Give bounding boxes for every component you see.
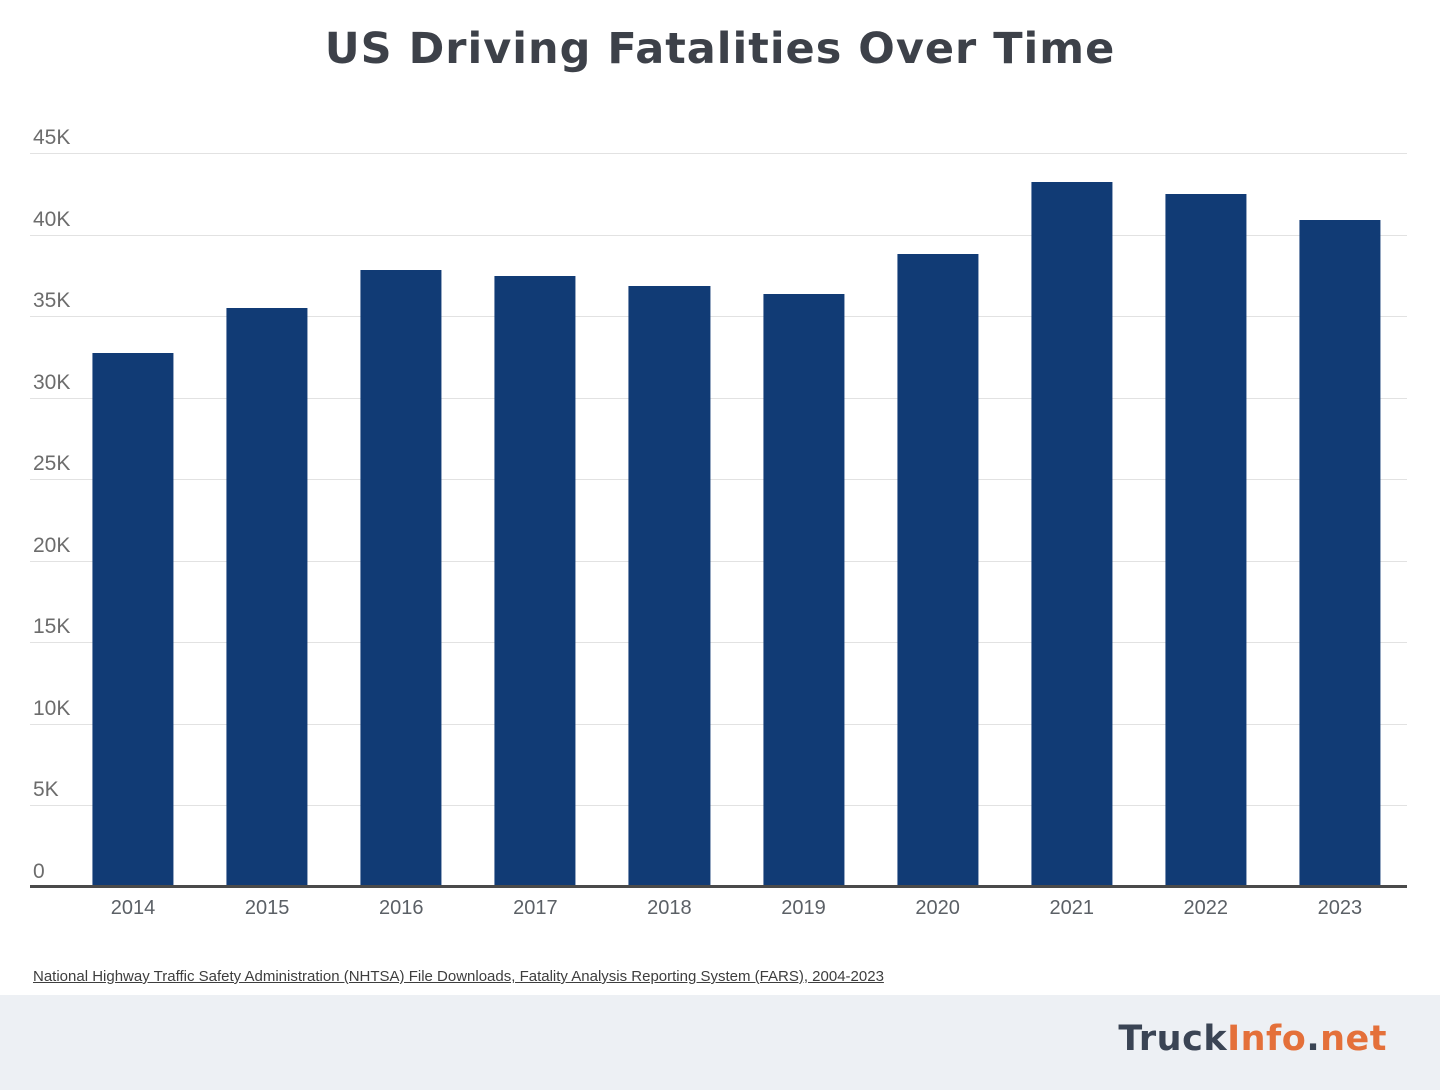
- y-tick-label: 35K: [33, 289, 71, 313]
- x-tick-label: 2019: [781, 897, 826, 919]
- footer-bar: TruckInfo.net: [0, 995, 1440, 1090]
- bar-2020: [897, 253, 979, 887]
- x-tick-label: 2016: [378, 897, 424, 919]
- x-tick-label: 2020: [915, 897, 960, 919]
- bar-slot-2015: [200, 153, 334, 887]
- logo-text-truck: Truck: [1118, 1019, 1228, 1059]
- bar-2015: [226, 308, 308, 887]
- gridline: [30, 479, 1407, 481]
- x-axis-labels: 2014 2015 2016 2017 2018 2019 2020 2021 2022 2023: [66, 897, 1407, 920]
- bar-2017: [494, 275, 576, 887]
- bar-slot-2019: [736, 153, 870, 887]
- y-tick-label: 45K: [33, 126, 71, 149]
- bar-slot-2022: [1139, 153, 1273, 887]
- bar-2023: [1299, 219, 1381, 887]
- bar-slot-2018: [602, 153, 736, 887]
- bar-2016: [360, 270, 442, 887]
- gridline: [30, 153, 1407, 154]
- bar-2022: [1165, 193, 1247, 887]
- x-axis-line: [30, 885, 1407, 888]
- y-tick-label: 30K: [33, 370, 71, 394]
- bars-container: [66, 153, 1407, 887]
- truckinfo-logo[interactable]: TruckInfo.net: [1118, 1019, 1387, 1059]
- y-tick-label: 20K: [33, 533, 71, 557]
- y-tick-label: 25K: [33, 452, 71, 476]
- gridline: [30, 560, 1407, 562]
- y-tick-label: 5K: [33, 778, 59, 802]
- bar-slot-2017: [468, 153, 602, 887]
- chart-title: US Driving Fatalities Over Time: [324, 24, 1116, 74]
- gridline: [30, 397, 1407, 399]
- gridline: [30, 805, 1407, 807]
- gridline: [30, 723, 1407, 725]
- x-tick-label: 2017: [513, 897, 558, 919]
- logo-text-net: net: [1320, 1019, 1387, 1059]
- x-tick-label: 2022: [1183, 897, 1229, 919]
- bar-2021: [1031, 181, 1113, 887]
- x-tick-label: 2023: [1317, 897, 1363, 919]
- x-tick-label: 2018: [647, 897, 692, 919]
- gridline: [30, 316, 1407, 318]
- y-tick-label: 0: [33, 860, 45, 883]
- bar-slot-2021: [1005, 153, 1139, 887]
- source-link[interactable]: National Highway Traffic Safety Administ…: [33, 968, 884, 985]
- bar-2014: [92, 352, 174, 887]
- bar-slot-2016: [334, 153, 468, 887]
- logo-text-dot: .: [1306, 1019, 1321, 1059]
- bar-slot-2023: [1273, 153, 1407, 887]
- gridline: [30, 642, 1407, 644]
- x-tick-label: 2015: [244, 897, 290, 919]
- y-tick-label: 15K: [33, 615, 71, 639]
- bar-slot-2014: [66, 153, 200, 887]
- y-tick-label: 10K: [33, 696, 71, 720]
- bar-slot-2020: [871, 153, 1005, 887]
- y-tick-label: 40K: [33, 207, 71, 231]
- bar-2018: [628, 286, 710, 887]
- bar-2019: [762, 294, 845, 887]
- bar-chart-plot-area: 45K 40K 35K 30K 25K 20K 15K 10K 5K 0: [30, 126, 1407, 888]
- logo-text-info: Info: [1227, 1019, 1307, 1059]
- x-tick-label: 2021: [1049, 897, 1094, 919]
- gridline: [30, 234, 1407, 236]
- x-tick-label: 2014: [110, 897, 156, 919]
